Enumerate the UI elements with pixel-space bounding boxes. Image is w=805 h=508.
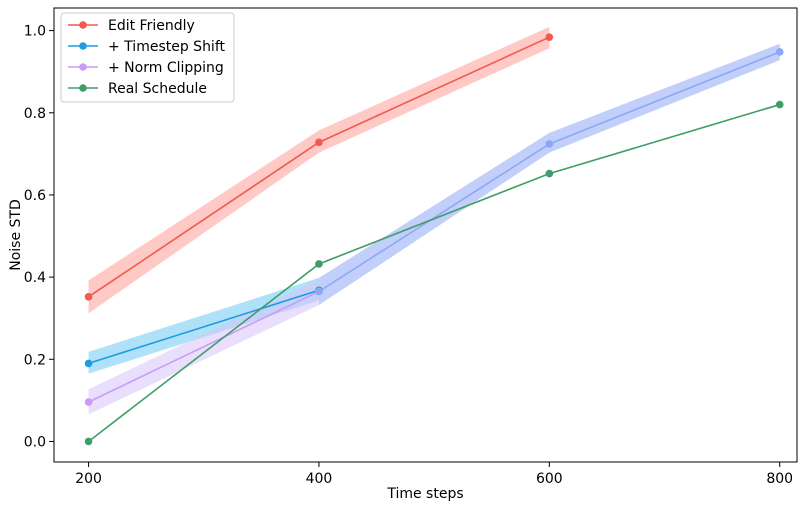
legend-label-real-schedule: Real Schedule	[108, 81, 207, 97]
x-tick-label: 800	[766, 471, 793, 487]
series-line-norm-clipping	[88, 290, 320, 403]
point-norm-clipping-continued-600	[545, 140, 554, 148]
series-points	[84, 33, 784, 446]
point-norm-clipping-continued-800	[775, 48, 784, 56]
band-edit-friendly	[88, 26, 550, 314]
x-tick-label: 200	[75, 471, 102, 487]
legend-box	[60, 12, 235, 103]
plot-frame	[53, 7, 798, 463]
x-axis-ticks: 200 400 600 800	[75, 462, 793, 487]
point-norm-clipping-continued-400	[315, 287, 323, 296]
legend-marker-edit-friendly	[79, 21, 87, 29]
legend-label-timestep-shift: + Timestep Shift	[108, 39, 226, 55]
legend-marker-timestep-shift	[79, 42, 87, 50]
legend-label-norm-clipping: + Norm Clipping	[108, 60, 224, 76]
legend: Edit Friendly + Timestep Shift + Norm Clip…	[60, 12, 235, 103]
y-tick-label: 0.6	[24, 188, 46, 204]
point-timestep-shift-200	[84, 359, 93, 368]
y-tick-label: 1.0	[24, 24, 46, 40]
y-tick-label: 0.2	[24, 352, 46, 368]
point-real-schedule-800	[775, 100, 784, 109]
x-tick-label: 600	[536, 471, 563, 487]
band-timestep-shift	[88, 277, 319, 374]
point-real-schedule-200	[84, 437, 93, 446]
legend-marker-norm-clipping	[79, 63, 87, 71]
point-edit-friendly-400	[315, 138, 323, 147]
x-axis-label: Time steps	[386, 486, 463, 502]
series-line-real-schedule	[88, 103, 780, 443]
legend-label-edit-friendly: Edit Friendly	[108, 18, 195, 34]
legend-marker-real-schedule	[79, 84, 87, 92]
point-real-schedule-600	[545, 169, 554, 178]
point-edit-friendly-600	[545, 33, 554, 41]
point-real-schedule-400	[315, 260, 323, 268]
point-norm-clipping-200	[84, 398, 93, 406]
y-axis-label: Noise STD	[8, 199, 24, 271]
y-tick-label: 0.4	[24, 270, 46, 286]
series-line-timestep-shift	[88, 289, 320, 365]
y-axis-ticks: 0.0 0.2 0.4 0.6 0.8 1.0	[24, 24, 54, 450]
point-edit-friendly-200	[84, 293, 93, 301]
x-tick-label: 400	[306, 471, 333, 487]
y-tick-label: 0.8	[24, 106, 46, 122]
y-tick-label: 0.0	[24, 434, 46, 450]
